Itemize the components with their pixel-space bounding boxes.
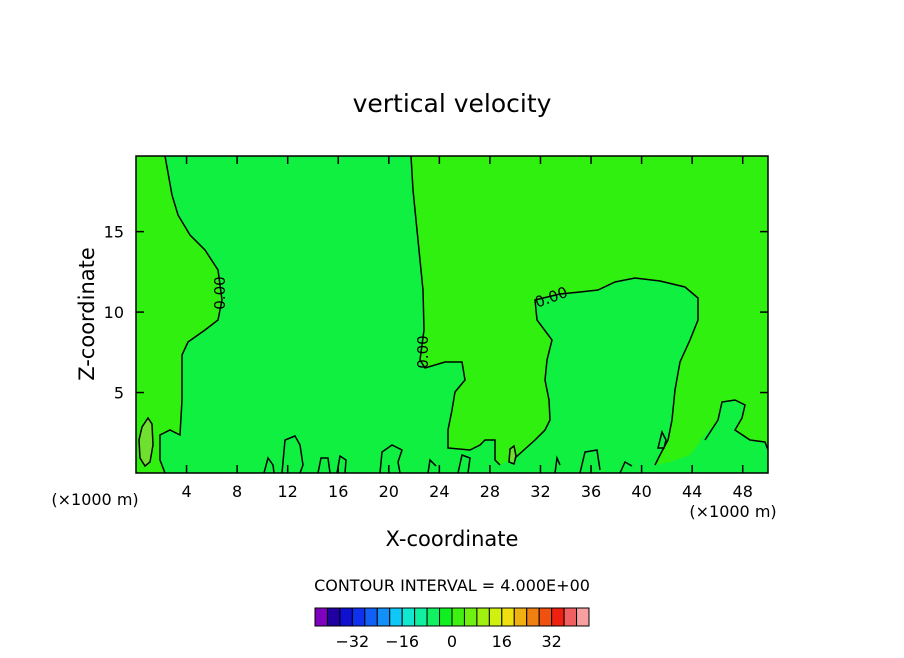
colorbar-swatch: [414, 607, 428, 627]
colorbar-swatch: [526, 607, 540, 627]
x-tick-label: 20: [379, 482, 399, 501]
colorbar-swatch: [476, 607, 490, 627]
colorbar-swatch: [501, 607, 515, 627]
contour-line: [263, 429, 667, 474]
colorbar-swatch: [488, 607, 503, 627]
colorbar-tick-label: −16: [385, 632, 419, 651]
x-tick-label: 36: [581, 482, 601, 501]
x-tick-label: 12: [278, 482, 298, 501]
colorbar-swatch: [389, 607, 403, 627]
y-tick-label: 5: [114, 384, 124, 403]
y-tick-label: 10: [104, 303, 124, 322]
contour-line: [508, 444, 517, 466]
colorbar-swatch: [351, 607, 366, 627]
near-zero-region: [160, 156, 768, 473]
chart-title: vertical velocity: [353, 89, 552, 118]
colorbar-swatch: [339, 607, 353, 627]
x-tick-label: 44: [682, 482, 702, 501]
plot-frame: [135, 155, 769, 474]
contour-labels: 0.00 0.00 0.00: [211, 276, 570, 368]
colorbar-swatch: [451, 607, 465, 627]
x-tick-label: 28: [480, 482, 500, 501]
x-tick-label: 24: [429, 482, 449, 501]
x-axis-label: X-coordinate: [386, 527, 519, 551]
y-tick-label: 15: [104, 223, 124, 242]
x-tick-label: 4: [181, 482, 191, 501]
x-axis: 4 8 12 16 20 24 28 32 36 40 44 48: [181, 156, 753, 501]
colorbar-swatch: [326, 607, 341, 627]
colorbar-swatch: [314, 607, 328, 627]
colorbar-swatch: [563, 607, 578, 627]
colorbar-labels: −32 −16 0 16 32: [335, 632, 561, 651]
colorbar-swatch: [551, 607, 565, 627]
colorbar-swatch: [376, 607, 391, 627]
x-tick-label: 8: [232, 482, 242, 501]
colorbar-swatch: [538, 607, 553, 627]
colorbar: [314, 607, 590, 627]
contour-line: [704, 399, 769, 451]
colorbar-tick-label: −32: [335, 632, 369, 651]
contour-lines: [138, 155, 769, 474]
y-axis-label: Z-coordinate: [75, 247, 99, 381]
contour-line: [159, 155, 223, 474]
weak-positive-blob: [139, 418, 153, 466]
contour-label: 0.00: [211, 276, 229, 309]
colorbar-tick-label: 32: [541, 632, 561, 651]
colorbar-swatch: [401, 607, 416, 627]
colorbar-swatch: [364, 607, 378, 627]
x-tick-label: 40: [631, 482, 651, 501]
x-axis-unit-right: (×1000 m): [689, 502, 776, 521]
plot-area: [136, 156, 768, 473]
x-tick-label: 48: [733, 482, 753, 501]
colorbar-swatch: [576, 607, 590, 627]
colorbar-tick-label: 0: [447, 632, 457, 651]
colorbar-swatch: [463, 607, 478, 627]
contour-line: [410, 155, 501, 466]
colorbar-swatch: [439, 607, 453, 627]
x-tick-label: 32: [530, 482, 550, 501]
contour-line: [514, 277, 699, 466]
contour-label: 0.00: [414, 335, 432, 368]
colorbar-tick-label: 16: [492, 632, 512, 651]
contour-line: [138, 416, 154, 468]
colorbar-swatch: [513, 607, 528, 627]
x-axis-unit-left: (×1000 m): [51, 490, 138, 509]
contour-interval: CONTOUR INTERVAL = 4.000E+00: [314, 576, 590, 595]
x-tick-label: 16: [328, 482, 348, 501]
y-axis: 5 10 15: [104, 223, 768, 403]
colorbar-swatch: [426, 607, 441, 627]
